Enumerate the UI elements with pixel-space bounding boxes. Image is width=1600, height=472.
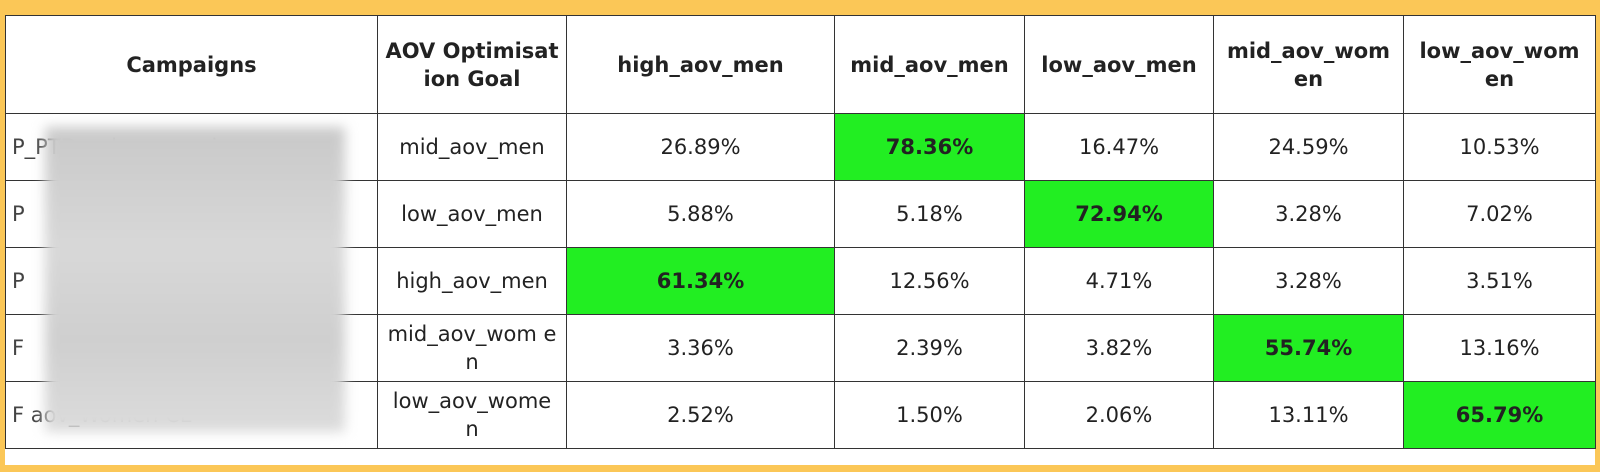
- value-cell: 3.28%: [1213, 247, 1404, 315]
- value-cell: 1.50%: [834, 381, 1025, 449]
- value-cell: 12.56%: [834, 247, 1025, 315]
- header-cell: low_aov_wom en: [1403, 15, 1596, 114]
- goal-cell: mid_aov_men: [377, 113, 567, 181]
- redaction-blur: [45, 127, 345, 432]
- value-cell: 78.36%: [834, 113, 1025, 181]
- value-cell: 61.34%: [566, 247, 835, 315]
- value-cell: 2.06%: [1024, 381, 1214, 449]
- value-cell: 2.39%: [834, 314, 1025, 382]
- header-cell: AOV Optimisation Goal: [377, 15, 567, 114]
- value-cell: 3.36%: [566, 314, 835, 382]
- header-cell: low_aov_men: [1024, 15, 1214, 114]
- value-cell: 3.28%: [1213, 180, 1404, 248]
- value-cell: 10.53%: [1403, 113, 1596, 181]
- goal-cell: high_aov_men: [377, 247, 567, 315]
- value-cell: 65.79%: [1403, 381, 1596, 449]
- value-cell: 13.16%: [1403, 314, 1596, 382]
- header-cell: mid_aov_men: [834, 15, 1025, 114]
- value-cell: 3.82%: [1024, 314, 1214, 382]
- value-cell: 55.74%: [1213, 314, 1404, 382]
- value-cell: 5.88%: [566, 180, 835, 248]
- value-cell: 24.59%: [1213, 113, 1404, 181]
- value-cell: 4.71%: [1024, 247, 1214, 315]
- value-cell: 13.11%: [1213, 381, 1404, 449]
- header-row: Campaigns AOV Optimisation Goal high_aov_m…: [5, 15, 1596, 114]
- value-cell: 26.89%: [566, 113, 835, 181]
- value-cell: 16.47%: [1024, 113, 1214, 181]
- goal-cell: low_aov_wome n: [377, 381, 567, 449]
- goal-cell: low_aov_men: [377, 180, 567, 248]
- value-cell: 7.02%: [1403, 180, 1596, 248]
- value-cell: 3.51%: [1403, 247, 1596, 315]
- value-cell: 72.94%: [1024, 180, 1214, 248]
- header-cell: high_aov_men: [566, 15, 835, 114]
- value-cell: 5.18%: [834, 180, 1025, 248]
- goal-cell: mid_aov_wom en: [377, 314, 567, 382]
- header-cell: mid_aov_wom en: [1213, 15, 1404, 114]
- value-cell: 2.52%: [566, 381, 835, 449]
- header-cell: Campaigns: [5, 15, 378, 114]
